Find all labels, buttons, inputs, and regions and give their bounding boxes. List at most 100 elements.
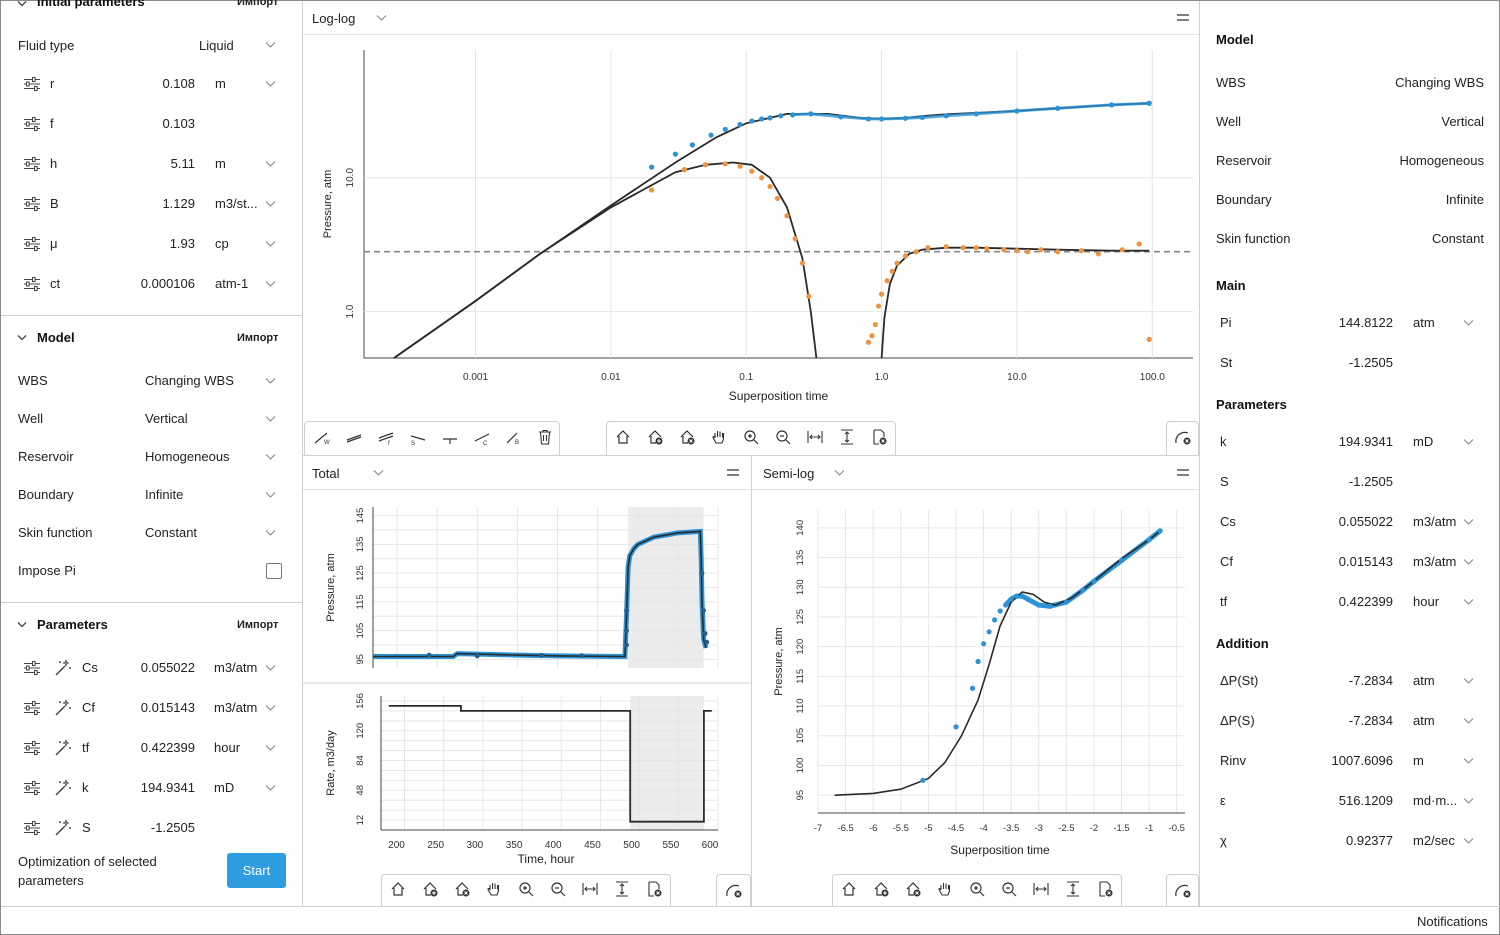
chevron-down-icon[interactable] [1463,519,1474,528]
menu-icon[interactable] [727,468,739,478]
model-select[interactable]: Homogeneous [145,449,230,464]
zoom-in-icon[interactable] [742,428,760,446]
chevron-down-icon[interactable] [1463,599,1474,608]
chevron-down-icon[interactable] [265,241,276,250]
chevron-down-icon[interactable] [265,201,276,210]
initial-import-button[interactable]: Импорт [237,0,279,8]
param-unit[interactable]: atm [1413,713,1435,728]
param-unit[interactable]: md·m... [1413,793,1458,808]
chevron-down-icon[interactable] [265,665,276,674]
param-unit[interactable]: atm-1 [215,276,249,291]
param-value[interactable]: 5.11 [170,156,195,171]
magic-wand-icon[interactable] [54,699,72,717]
total-panel-title[interactable]: Total [312,466,340,481]
zoom-in-icon[interactable] [968,880,986,898]
export-image-icon[interactable] [645,880,663,898]
zoom-out-icon[interactable] [774,428,792,446]
param-unit[interactable]: m [215,76,226,91]
magic-wand-icon[interactable] [54,779,72,797]
sliders-icon[interactable] [23,740,41,756]
chevron-down-icon[interactable] [1463,678,1474,687]
param-value[interactable]: 0.422399 [140,740,195,755]
remove-home-icon[interactable] [453,880,471,898]
trash-icon[interactable] [536,428,554,446]
magic-wand-icon[interactable] [54,659,72,677]
chevron-down-icon[interactable] [1463,838,1474,847]
fit-vertical-icon[interactable] [838,428,856,446]
pan-hand-icon[interactable] [936,880,954,898]
param-value[interactable]: 1.93 [169,236,195,251]
param-unit[interactable]: mD [1413,434,1434,449]
fit-horizontal-icon[interactable] [806,428,824,446]
reset-scale-icon[interactable] [1174,428,1192,446]
chevron-down-icon[interactable] [17,1,27,10]
param-unit[interactable]: m [1413,753,1424,768]
param-value[interactable]: 0.000106 [140,276,195,291]
model-select[interactable]: Infinite [145,487,184,502]
impose-pi-checkbox[interactable] [266,563,282,579]
param-unit[interactable]: hour [214,740,241,755]
param-unit[interactable]: atm [1413,673,1435,688]
param-value[interactable]: -1.2505 [150,820,195,835]
param-value[interactable]: 0.015143 [140,700,195,715]
parameters-import-button[interactable]: Импорт [237,619,279,631]
add-home-icon[interactable] [421,880,439,898]
magic-wand-icon[interactable] [54,739,72,757]
chevron-down-icon[interactable] [265,378,276,387]
start-optimization-button[interactable]: Start [227,853,286,888]
fracture-line-icon[interactable]: f [377,428,395,447]
param-unit[interactable]: m2/sec [1413,833,1455,848]
pan-hand-icon[interactable] [710,428,728,446]
chevron-down-icon[interactable] [1463,559,1474,568]
reset-scale-icon[interactable] [1174,881,1192,899]
wbs-line-icon[interactable]: W [313,428,331,446]
export-image-icon[interactable] [1096,880,1114,898]
chevron-down-icon[interactable] [265,281,276,290]
fit-horizontal-icon[interactable] [581,880,599,898]
param-unit[interactable]: atm [1413,315,1435,330]
sliders-icon[interactable] [23,660,41,676]
chevron-down-icon[interactable] [1463,439,1474,448]
home-icon[interactable] [614,428,632,446]
semilog-panel-title[interactable]: Semi-log [763,466,815,481]
add-home-icon[interactable] [646,428,664,446]
sliders-icon[interactable] [23,156,41,172]
loglog-chart[interactable]: 0.001 0.01 0.1 1.0 10.0 100.0 1.0 10.0 Superposi… [303,35,1199,420]
home-icon[interactable] [840,880,858,898]
chevron-down-icon[interactable] [265,530,276,539]
chevron-down-icon[interactable] [265,745,276,754]
param-value[interactable]: 0.108 [162,76,195,91]
chevron-down-icon[interactable] [373,470,384,479]
fit-horizontal-icon[interactable] [1032,880,1050,898]
model-select[interactable]: Changing WBS [145,373,234,388]
model-import-button[interactable]: Импорт [237,332,279,344]
magic-wand-icon[interactable] [54,819,72,837]
sliders-icon[interactable] [23,236,41,252]
sliders-icon[interactable] [23,76,41,92]
sliders-icon[interactable] [23,700,41,716]
fluid-type-select[interactable]: Liquid [199,38,234,53]
menu-icon[interactable] [1177,13,1189,23]
param-unit[interactable]: mD [214,780,235,795]
sliders-icon[interactable] [23,196,41,212]
chevron-down-icon[interactable] [265,161,276,170]
chevron-down-icon[interactable] [265,492,276,501]
zoom-out-icon[interactable] [549,880,567,898]
chevron-down-icon[interactable] [265,454,276,463]
chevron-down-icon[interactable] [265,416,276,425]
boundary-line-icon[interactable]: B [505,428,523,446]
param-unit[interactable]: m3/atm [1413,514,1457,529]
chevron-down-icon[interactable] [17,335,27,344]
chevron-down-icon[interactable] [1463,758,1474,767]
radial-line-icon[interactable] [345,428,363,446]
add-home-icon[interactable] [872,880,890,898]
fit-vertical-icon[interactable] [1064,880,1082,898]
total-chart[interactable]: 95 105 115 125 135 145 Pressure, atm 12 48 84 120 1… [303,490,751,875]
menu-icon[interactable] [1177,468,1189,478]
param-unit[interactable]: m3/st... [215,196,258,211]
chevron-down-icon[interactable] [834,470,845,479]
spherical-line-icon[interactable]: S [409,428,427,447]
chevron-down-icon[interactable] [1463,798,1474,807]
loglog-panel-title[interactable]: Log-log [312,11,356,26]
param-value[interactable]: 0.055022 [140,660,195,675]
